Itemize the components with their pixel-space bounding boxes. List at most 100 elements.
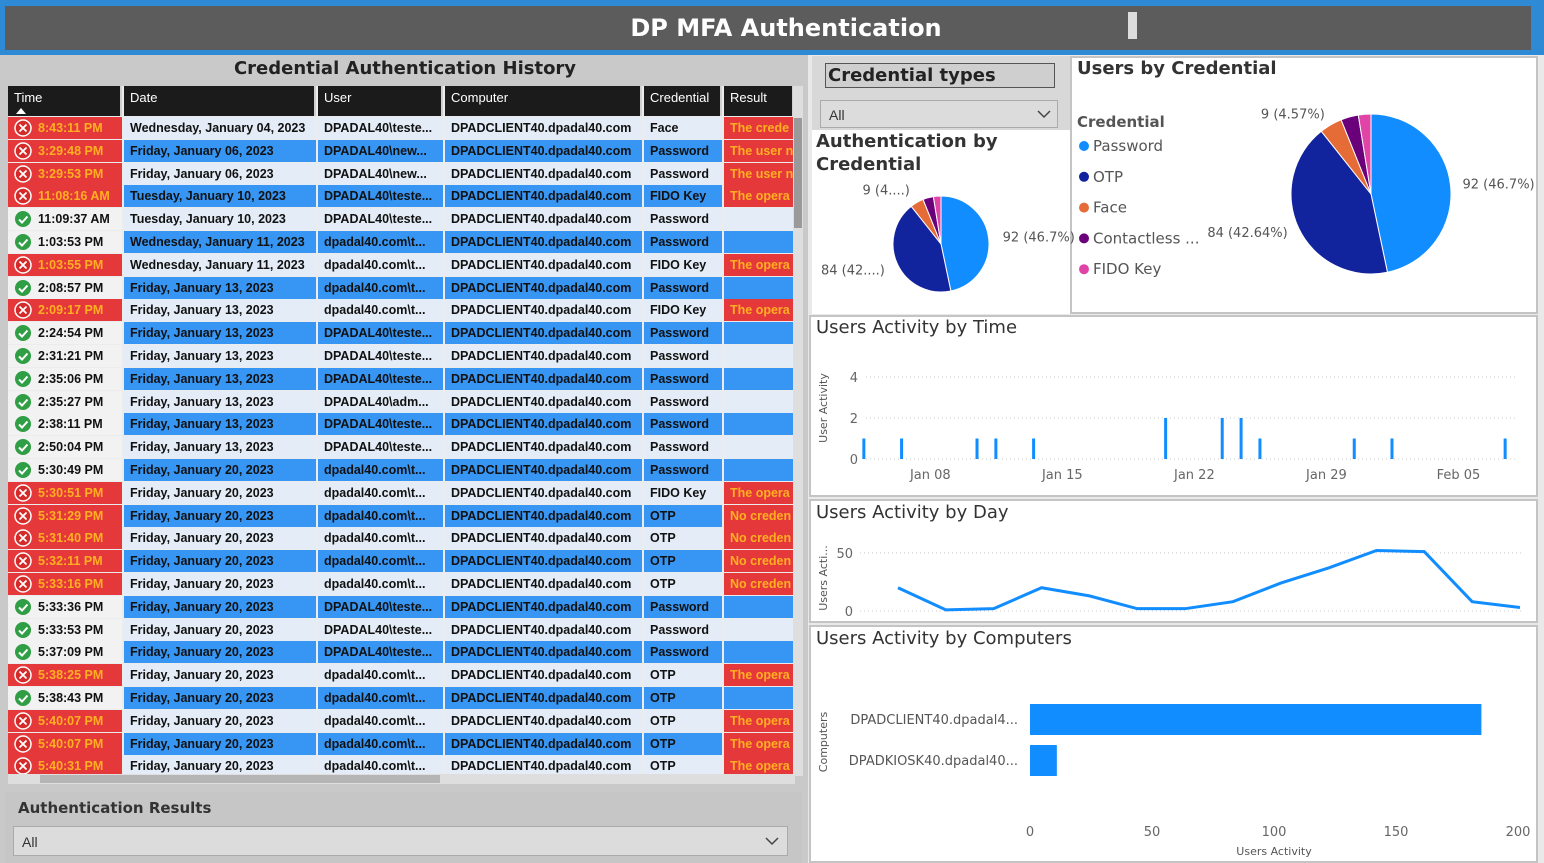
cell-text: 2:50:04 PM — [38, 440, 104, 455]
x-tick-label: Jan 29 — [1305, 468, 1347, 483]
table-cell: DPADAL40\teste... — [318, 436, 443, 459]
bar — [1390, 438, 1394, 459]
table-cell: dpadal40.com\t... — [318, 231, 443, 253]
cell-text: No creden — [730, 531, 792, 546]
cell-text: DPADAL40\teste... — [324, 349, 433, 363]
cell-text: DPADCLIENT40.dpadal40.com — [451, 554, 632, 569]
table-cell: No creden — [724, 527, 794, 550]
table-cell: The opera — [724, 755, 794, 776]
pie-slice — [932, 195, 942, 245]
legend-label: Password — [1093, 137, 1163, 155]
table-cell: DPADCLIENT40.dpadal40.com — [445, 436, 642, 459]
cell-text: Friday, January 20, 2023 — [130, 645, 274, 660]
cell-text: Friday, January 20, 2023 — [130, 759, 274, 774]
cell-text: DPADAL40\teste... — [324, 121, 433, 135]
table-cell: dpadal40.com\t... — [318, 732, 443, 755]
cell-text: Friday, January 20, 2023 — [130, 531, 274, 546]
results-dropdown[interactable]: All — [13, 826, 788, 856]
fail-icon — [14, 256, 32, 274]
cell-text: OTP — [650, 554, 676, 569]
cell-text: dpadal40.com\t... — [324, 691, 426, 705]
cell-text: dpadal40.com\t... — [324, 668, 426, 683]
table-cell: Wednesday, January 11, 2023 — [124, 253, 316, 276]
table-cell: OTP — [644, 732, 722, 755]
table-cell: DPADAL40\teste... — [318, 345, 443, 367]
success-icon — [15, 211, 31, 228]
cell-text: DPADCLIENT40.dpadal40.com — [451, 463, 632, 477]
history-title: Credential Authentication History — [233, 58, 577, 79]
cell-text: DPADCLIENT40.dpadal40.com — [451, 736, 632, 751]
table-cell: The opera — [724, 185, 794, 208]
legend-label: FIDO Key — [1093, 260, 1161, 278]
y-tick-label: 0 — [850, 453, 858, 468]
cell-text: 2:35:06 PM — [38, 371, 104, 386]
cell-text: OTP — [650, 713, 676, 728]
cell-text: 5:38:43 PM — [38, 691, 104, 705]
cell-text: Friday, January 20, 2023 — [130, 463, 274, 477]
time-cell: 5:33:36 PM — [8, 595, 122, 618]
cell-text: Friday, January 20, 2023 — [130, 508, 274, 523]
table-cell: DPADAL40\teste... — [318, 413, 443, 436]
time-cell: 2:38:11 PM — [8, 413, 122, 436]
y-axis-label: Computers — [817, 712, 830, 773]
bar — [1032, 438, 1036, 459]
cell-text: Friday, January 20, 2023 — [130, 554, 274, 569]
cell-text: 8:43:11 PM — [38, 121, 103, 135]
legend-label: Contactless ... — [1093, 229, 1199, 247]
cell-text: Friday, January 13, 2023 — [130, 349, 274, 363]
cell-text: dpadal40.com\t... — [324, 577, 426, 591]
cell-text: Friday, January 13, 2023 — [130, 371, 274, 386]
cell-text: DPADAL40\teste... — [324, 371, 433, 386]
cell-text: Password — [650, 212, 710, 227]
table-cell: DPADCLIENT40.dpadal40.com — [445, 185, 642, 208]
cell-text: Friday, January 13, 2023 — [130, 394, 274, 409]
table-cell: Friday, January 06, 2023 — [124, 162, 316, 185]
v-scroll-thumb[interactable] — [794, 118, 802, 228]
cell-text: Friday, January 06, 2023 — [130, 166, 274, 181]
y-axis-label: User Activity — [817, 373, 830, 443]
time-cell: 5:31:29 PM — [8, 504, 122, 527]
cell-text: 5:30:49 PM — [38, 463, 104, 477]
pie-slice — [892, 205, 952, 293]
time-panel — [809, 315, 1538, 497]
cell-text: dpadal40.com\t... — [324, 303, 426, 318]
x-axis-label: Users Activity — [1236, 845, 1312, 858]
x-tick-label: Jan 22 — [1173, 468, 1215, 483]
credential-dropdown[interactable]: All — [820, 100, 1058, 128]
cell-text: Friday, January 20, 2023 — [130, 668, 274, 683]
table-cell: DPADCLIENT40.dpadal40.com — [445, 687, 642, 709]
x-tick-label: 100 — [1262, 825, 1287, 840]
time-cell: 5:40:07 PM — [8, 709, 122, 732]
bar — [1220, 418, 1224, 459]
cell-text: No creden — [730, 577, 792, 591]
fail-icon — [14, 164, 32, 183]
time-cell: 5:37:09 PM — [8, 641, 122, 664]
header-marker — [1128, 12, 1137, 39]
column-header: Computer — [445, 86, 642, 116]
y-axis-label: Users Acti... — [817, 545, 830, 611]
cell-text: The opera — [730, 668, 790, 683]
bar — [1030, 745, 1057, 776]
table-cell: OTP — [644, 687, 722, 709]
cell-text: DPADCLIENT40.dpadal40.com — [451, 394, 632, 409]
cell-text: DPADAL40\teste... — [324, 189, 433, 204]
table-cell: DPADAL40\new... — [318, 162, 443, 185]
cell-text: 5:32:11 PM — [38, 554, 103, 569]
cell-text: 5:33:16 PM — [38, 577, 104, 591]
cell-text: DPADCLIENT40.dpadal40.com — [451, 599, 632, 614]
bar — [900, 438, 904, 459]
chevron — [765, 837, 779, 846]
data-label: 84 (42.64%) — [1207, 226, 1287, 241]
table-cell — [724, 687, 794, 709]
table-cell: Password — [644, 595, 722, 618]
success-icon — [15, 690, 31, 706]
h-scroll-thumb[interactable] — [40, 775, 440, 783]
fail-icon — [14, 734, 32, 753]
table-cell: DPADAL40\teste... — [318, 208, 443, 231]
time-cell: 2:09:17 PM — [8, 299, 122, 322]
y-tick-label: 2 — [850, 412, 858, 427]
v-scrollbar[interactable] — [793, 86, 803, 776]
cell-text: 5:40:07 PM — [38, 713, 104, 728]
data-label: 92 (46.7%) — [1463, 177, 1535, 192]
table-cell: OTP — [644, 664, 722, 687]
